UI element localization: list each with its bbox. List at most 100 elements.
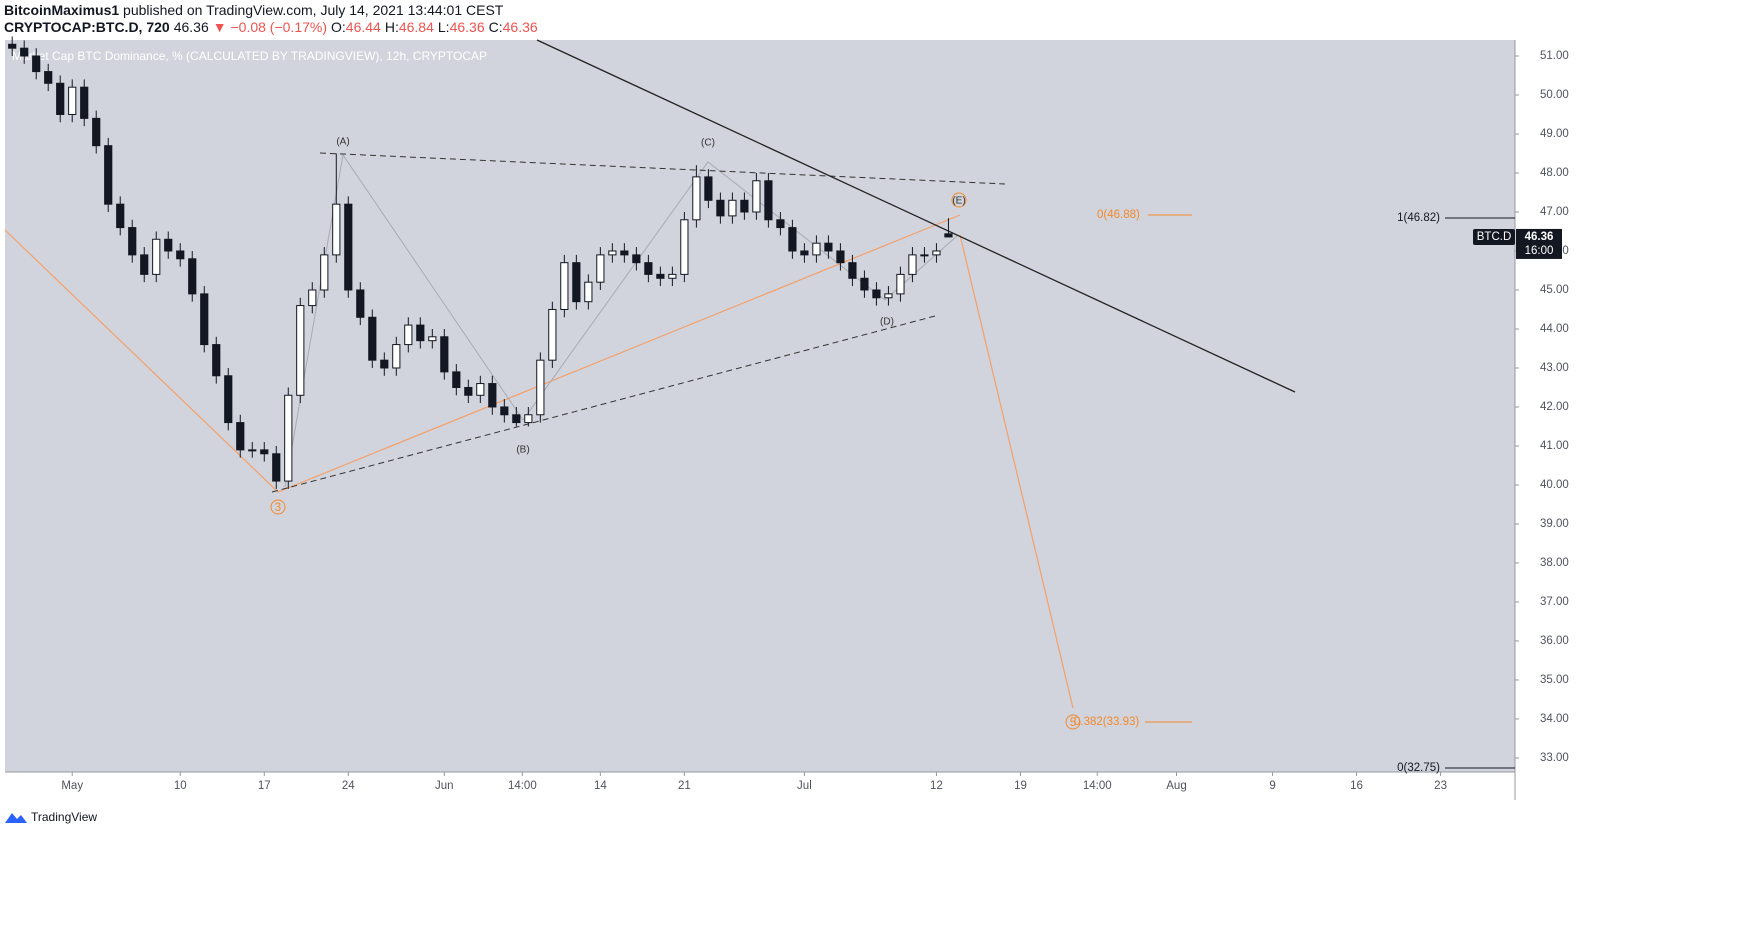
candle-body — [668, 273, 677, 279]
legend: CRYPTOCAP:BTC.D, 720 46.36 ▼ −0.08 (−0.17%… — [4, 19, 538, 35]
price-tag-symbol-bg — [1473, 228, 1515, 245]
x-tick-label: 24 — [342, 780, 355, 792]
candle-body — [764, 180, 773, 221]
fib-label: 0.382(33.93) — [1074, 716, 1139, 728]
y-tick-label: 40.00 — [1540, 479, 1569, 491]
candle-body — [488, 383, 497, 408]
candle-body — [116, 203, 125, 229]
x-tick-label: 10 — [174, 780, 187, 792]
wave-circle — [1065, 714, 1081, 730]
candle-body — [356, 289, 365, 318]
candle-body — [740, 199, 749, 213]
candle-body — [104, 145, 113, 205]
plot-background — [5, 40, 1515, 772]
y-tick-label: 51.00 — [1540, 50, 1569, 62]
y-tick-label: 41.00 — [1540, 440, 1569, 452]
candle-body — [212, 344, 221, 377]
x-tick-label: 14:00 — [1083, 780, 1112, 792]
y-tick-label: 43.00 — [1540, 362, 1569, 374]
resistance-line — [536, 39, 1296, 393]
price-tag-value: 46.36 — [1525, 231, 1554, 243]
author: BitcoinMaximus1 — [4, 2, 119, 18]
y-tick-label: 39.00 — [1540, 518, 1569, 530]
x-tick-label: 14:00 — [508, 780, 537, 792]
candle-body — [656, 273, 665, 279]
wave-circle — [951, 192, 967, 208]
wave-label: (D) — [880, 317, 894, 328]
candle-body — [860, 277, 869, 291]
fib-label: 0(32.75) — [1397, 762, 1440, 774]
last: 46.36 — [174, 19, 209, 35]
candle-body — [632, 254, 641, 264]
candle-body — [248, 449, 257, 452]
candle-body — [440, 336, 449, 373]
candle-body — [944, 233, 953, 238]
candle-body — [932, 250, 941, 256]
candle-body — [272, 453, 281, 482]
price-tag-symbol: BTC.D — [1477, 231, 1512, 243]
candle-body — [56, 82, 65, 115]
x-tick-label: Aug — [1166, 780, 1186, 792]
y-tick-label: 34.00 — [1540, 713, 1569, 725]
candle-body — [464, 386, 473, 396]
candle-body — [908, 254, 917, 275]
x-tick-label: 21 — [678, 780, 691, 792]
candle-body — [404, 324, 413, 346]
lower-trendline — [271, 315, 936, 493]
ohlc: O:46.44 H:46.84 L:46.36 C:46.36 — [331, 19, 538, 35]
candle-body — [92, 117, 101, 147]
candle-body — [716, 199, 725, 217]
price-tag-time: 16:00 — [1525, 245, 1554, 257]
ohlc-value: 46.36 — [503, 19, 538, 35]
wave-label: (A) — [336, 137, 349, 148]
candle-body — [800, 250, 809, 256]
candle-body — [836, 250, 845, 264]
candle-body — [812, 242, 821, 256]
candle-body — [788, 227, 797, 252]
x-tick-label: 12 — [930, 780, 943, 792]
wave-label: (C) — [701, 138, 715, 149]
candle-body — [152, 238, 161, 275]
candle-body — [920, 254, 929, 257]
wave-label: 5 — [1070, 717, 1076, 729]
candle-body — [44, 71, 53, 84]
candle-body — [872, 289, 881, 299]
candle-body — [452, 371, 461, 388]
candle-body — [164, 238, 173, 252]
x-tick-label: May — [61, 780, 83, 792]
fib-label: 0(46.88) — [1097, 209, 1140, 221]
candle-body — [512, 414, 521, 424]
ohlc-label: H: — [385, 19, 399, 35]
candle-body — [176, 250, 185, 260]
fib-label: 1(46.82) — [1397, 212, 1440, 224]
x-tick-label: Jun — [435, 780, 454, 792]
candle-body — [32, 55, 41, 73]
candle-body — [368, 316, 377, 361]
candle-body — [752, 180, 761, 213]
y-tick-label: 49.00 — [1540, 128, 1569, 140]
wave-label: (B) — [516, 445, 529, 456]
x-tick-label: 17 — [258, 780, 271, 792]
symbol: CRYPTOCAP:BTC.D, 720 — [4, 19, 170, 35]
wave-line — [4, 214, 961, 493]
candle-body — [776, 219, 785, 229]
candle-body — [596, 254, 605, 283]
candle-body — [188, 258, 197, 295]
candle-body — [140, 254, 149, 275]
candle-body — [884, 293, 893, 299]
candle-body — [128, 227, 137, 256]
candle-body — [428, 336, 437, 342]
candle-body — [644, 262, 653, 275]
y-tick-label: 37.00 — [1540, 596, 1569, 608]
candle-body — [548, 308, 557, 361]
candle-body — [560, 262, 569, 310]
published: published on TradingView.com, July 14, 2… — [119, 2, 504, 18]
wave-label: 3 — [275, 502, 281, 514]
candle-body — [284, 394, 293, 482]
candle-body — [572, 262, 581, 303]
ohlc-label: C: — [489, 19, 503, 35]
candle-body — [692, 176, 701, 221]
candle-body — [320, 254, 329, 291]
candle-body — [728, 199, 737, 217]
